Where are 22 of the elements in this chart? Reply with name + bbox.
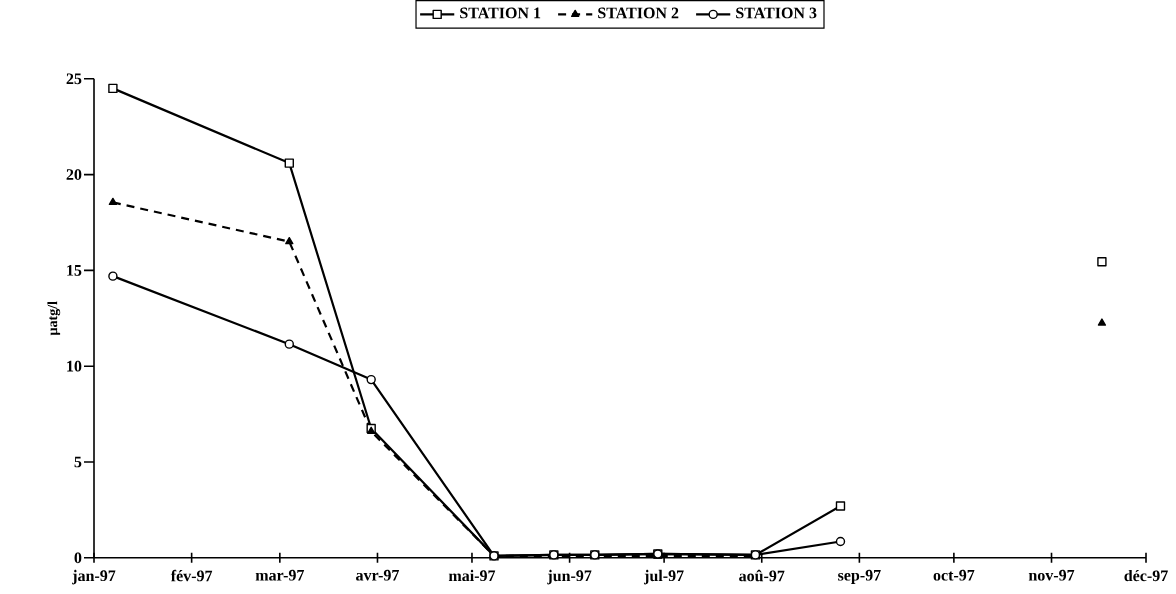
legend-label: STATION 3 <box>736 7 817 19</box>
x-tick-label: aoû-97 <box>739 569 785 582</box>
x-tick-label: jul-97 <box>643 569 684 585</box>
x-tick-label: avr-97 <box>356 569 400 581</box>
y-tick-label: 25 <box>66 73 82 85</box>
x-tick-label: jun-97 <box>547 569 592 585</box>
x-tick-label: nov-97 <box>1028 569 1075 581</box>
y-tick-label: 5 <box>74 456 82 468</box>
y-tick-label: 0 <box>74 552 82 564</box>
x-tick-label: mar-97 <box>255 569 305 581</box>
x-tick-label: sep-97 <box>838 569 881 584</box>
y-tick-label: 20 <box>66 169 82 181</box>
y-tick-label: 15 <box>67 265 82 276</box>
y-tick-label: 10 <box>67 360 82 372</box>
x-tick-label: jan-97 <box>72 569 116 585</box>
legend-label: STATION 1 <box>460 7 541 19</box>
y-axis-title: µatg/l <box>47 301 61 336</box>
x-tick-label: oct-97 <box>933 569 975 581</box>
legend-label: STATION 2 <box>598 7 679 19</box>
x-tick-label: fév-97 <box>170 569 213 582</box>
x-tick-label: déc-97 <box>1124 569 1168 582</box>
x-tick-label: mai-97 <box>448 569 496 582</box>
